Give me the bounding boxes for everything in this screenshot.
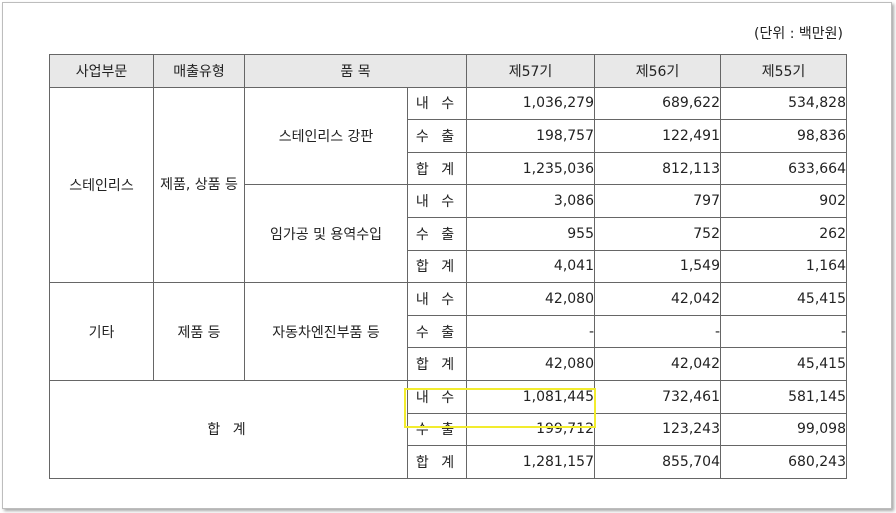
row-label-export: 수 출: [407, 314, 467, 349]
table-row: 수 출 955 752 262: [50, 216, 847, 251]
row-label-export: 수 출: [407, 216, 467, 251]
cell-value: 99,098: [720, 412, 847, 447]
cell-value: 689,622: [594, 86, 721, 121]
cell-value: 1,164: [720, 249, 847, 284]
cell-value: 752: [594, 216, 721, 251]
cell-value: 42,080: [466, 282, 595, 316]
cell-value: -: [720, 314, 847, 349]
item-steel-plate: 스테인리스 강판: [244, 86, 408, 186]
table-row: 합 계 내 수 1,081,445 732,461 581,145: [49, 379, 847, 479]
table-row: 수 출 199,712 123,243 99,098: [50, 412, 847, 447]
table-row: 합 계 1,235,036 812,113 633,664: [50, 151, 847, 186]
sales-type-stainless: 제품, 상품 등: [153, 86, 245, 284]
cell-value: 855,704: [594, 445, 721, 479]
cell-value: 732,461: [594, 379, 721, 414]
table-row: 합 계 4,041 1,549 1,164: [50, 249, 847, 284]
cell-value: 45,415: [720, 347, 847, 381]
sales-type-other: 제품 등: [153, 282, 245, 381]
cell-value: 1,549: [594, 249, 721, 284]
cell-value: 42,080: [466, 347, 595, 381]
cell-value: 45,415: [720, 282, 847, 316]
item-processing: 임가공 및 용역수입: [244, 184, 408, 284]
cell-value: 534,828: [720, 86, 847, 121]
row-label-export: 수 출: [407, 119, 467, 153]
cell-value: 199,712: [466, 412, 595, 447]
table-row: 수 출 198,757 122,491 98,836: [50, 119, 847, 153]
header-sales-type: 매출유형: [153, 54, 245, 88]
row-label-total: 합 계: [407, 249, 467, 284]
cell-value: 1,036,279: [466, 86, 595, 121]
cell-value: 1,235,036: [466, 151, 595, 186]
cell-value: 4,041: [466, 249, 595, 284]
table-row: 임가공 및 용역수입 내 수 3,086 797 902: [50, 184, 847, 284]
grand-total-label: 합 계: [49, 379, 408, 479]
row-label-domestic: 내 수: [407, 184, 467, 218]
unit-label: (단위 : 백만원): [754, 26, 843, 42]
cell-value: 3,086: [466, 184, 595, 218]
cell-value: 262: [720, 216, 847, 251]
cell-value: 42,042: [594, 282, 721, 316]
row-label-export: 수 출: [407, 412, 467, 447]
row-label-domestic: 내 수: [407, 379, 467, 414]
table-row: 합 계 1,281,157 855,704 680,243: [50, 445, 847, 479]
table-row: 스테인리스 제품, 상품 등 스테인리스 강판 내 수 1,036,279 68…: [49, 86, 847, 284]
header-item: 품 목: [244, 54, 467, 88]
header-fy55: 제55기: [720, 54, 847, 88]
cell-value: 1,081,445: [466, 379, 595, 414]
cell-value: 122,491: [594, 119, 721, 153]
division-other: 기타: [49, 282, 154, 381]
cell-value: 98,836: [720, 119, 847, 153]
cell-value: -: [594, 314, 721, 349]
cell-value: 581,145: [720, 379, 847, 414]
cell-value: 680,243: [720, 445, 847, 479]
item-auto-parts: 자동차엔진부품 등: [244, 282, 408, 381]
header-fy56: 제56기: [594, 54, 721, 88]
cell-value: 902: [720, 184, 847, 218]
header-fy57: 제57기: [466, 54, 595, 88]
cell-value: 1,281,157: [466, 445, 595, 479]
cell-value: 42,042: [594, 347, 721, 381]
row-label-total: 합 계: [407, 347, 467, 381]
cell-value: 633,664: [720, 151, 847, 186]
cell-value: -: [466, 314, 595, 349]
table-row: 기타 제품 등 자동차엔진부품 등 내 수 42,080 42,042 45,4…: [49, 282, 847, 381]
sales-table: 사업부문 매출유형 품 목 제57기 제56기 제55기 스테인리스 제품, 상…: [49, 54, 847, 479]
row-label-domestic: 내 수: [407, 86, 467, 121]
division-stainless: 스테인리스: [49, 86, 154, 284]
header-row: 사업부문 매출유형 품 목 제57기 제56기 제55기: [49, 54, 847, 88]
cell-value: 797: [594, 184, 721, 218]
row-label-total: 합 계: [407, 445, 467, 479]
row-label-domestic: 내 수: [407, 282, 467, 316]
cell-value: 812,113: [594, 151, 721, 186]
header-division: 사업부문: [49, 54, 154, 88]
row-label-total: 합 계: [407, 151, 467, 186]
cell-value: 198,757: [466, 119, 595, 153]
cell-value: 955: [466, 216, 595, 251]
cell-value: 123,243: [594, 412, 721, 447]
